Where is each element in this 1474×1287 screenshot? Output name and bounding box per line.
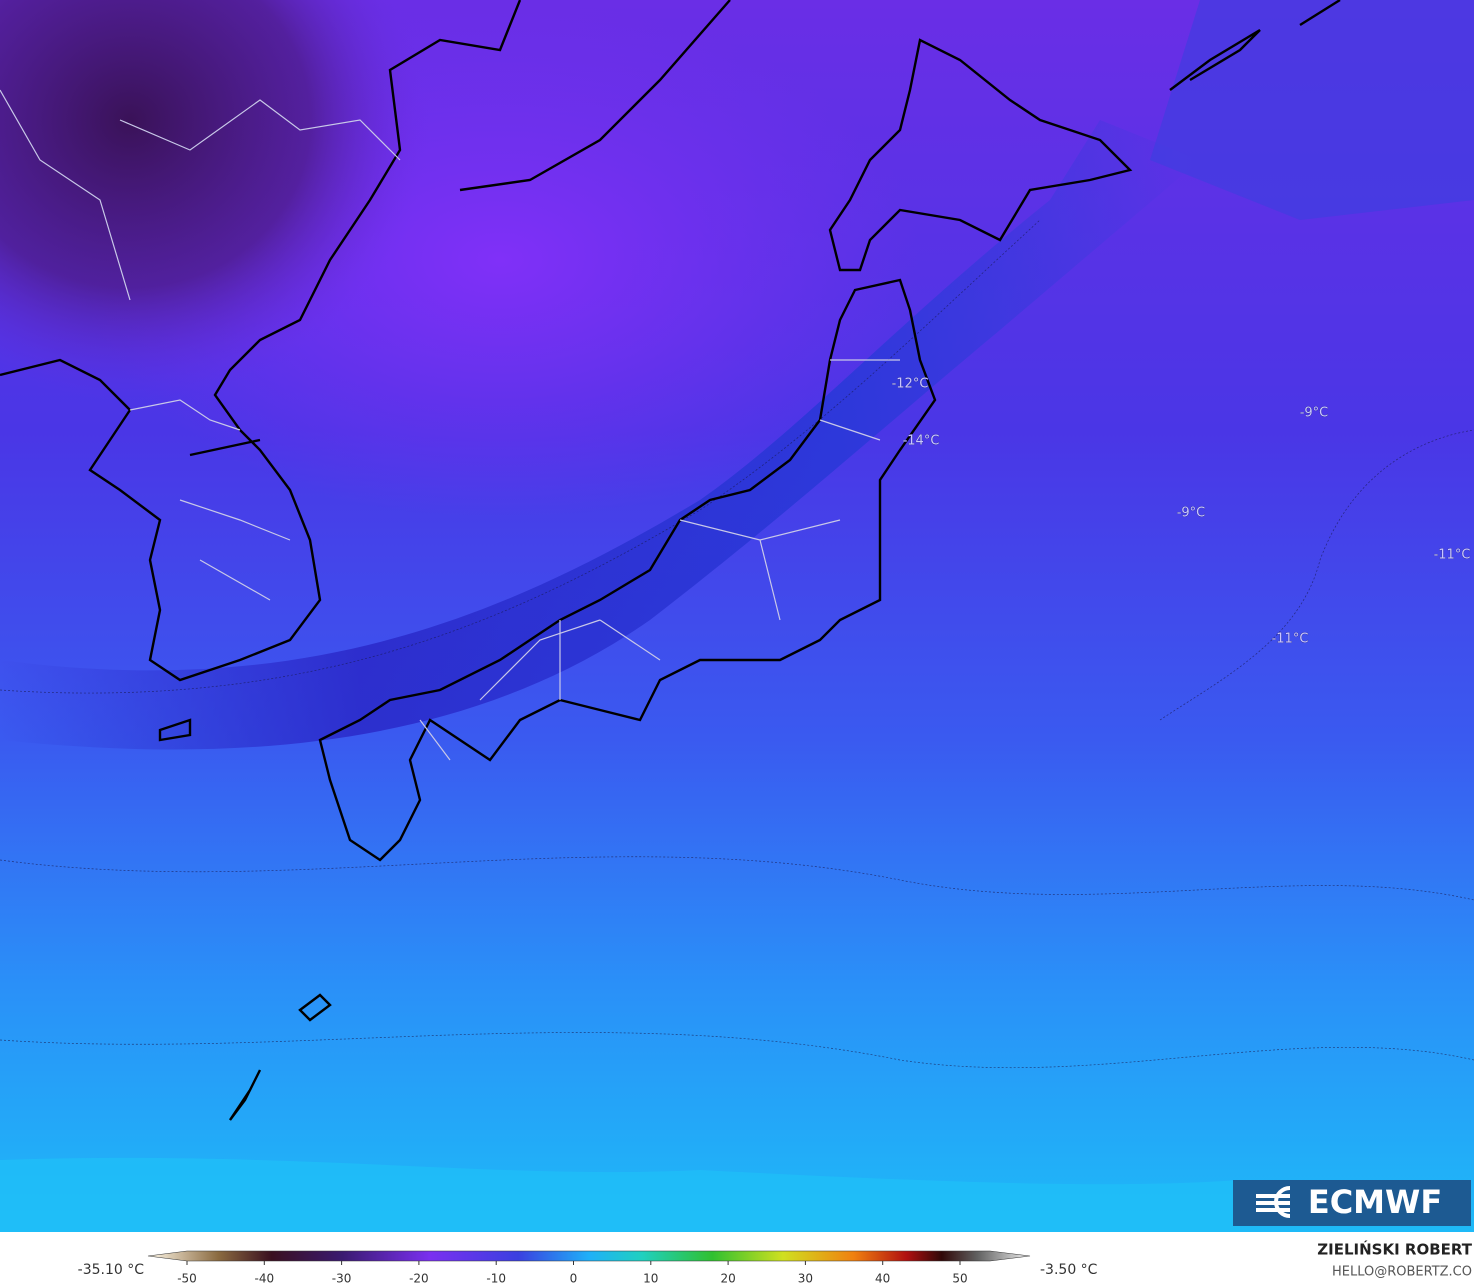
colorbar-area: -50 -40 -30 -20 -10 0 10 20 30 40 50 -35.10 °C -3.… xyxy=(78,1240,1473,1286)
isotherm xyxy=(1159,429,1474,721)
colorbar-tick-label: -10 xyxy=(486,1272,506,1286)
colorbar-max: -3.50 °C xyxy=(1040,1262,1098,1278)
contour-label: -14°C xyxy=(903,434,940,449)
colorbar-tick-label: 40 xyxy=(875,1272,890,1286)
logo-text: ECMWF xyxy=(1308,1183,1442,1221)
colorbar-tick-label: 50 xyxy=(952,1272,967,1286)
field-shade xyxy=(0,120,1200,750)
author: ZIELIŃSKI ROBERT xyxy=(1317,1240,1472,1259)
logo-icon xyxy=(1256,1186,1291,1218)
contact: HELLO@ROBERTZ.CO xyxy=(1332,1265,1472,1280)
colorbar xyxy=(147,1250,1031,1262)
contour-label: -9°C xyxy=(1177,506,1206,521)
contour-label: -12°C xyxy=(892,377,929,392)
colorbar-tick-label: -20 xyxy=(409,1272,429,1286)
isotherm xyxy=(0,1032,1474,1069)
colorbar-tick-label: -30 xyxy=(332,1272,352,1286)
field-shade xyxy=(0,0,430,400)
contour-label: -11°C xyxy=(1434,548,1471,563)
colorbar-tick-label: 30 xyxy=(798,1272,813,1286)
colorbar-min: -35.10 °C xyxy=(78,1262,145,1278)
coastline xyxy=(0,0,1341,1121)
contour-label: -11°C xyxy=(1272,632,1309,647)
colorbar-ticks: -50 -40 -30 -20 -10 0 10 20 30 40 50 xyxy=(177,1261,968,1286)
colorbar-tick-label: -40 xyxy=(254,1272,274,1286)
admin-borders xyxy=(0,89,900,761)
colorbar-tick-label: 20 xyxy=(720,1272,735,1286)
isotherm xyxy=(0,856,1474,901)
colorbar-tick-label: 0 xyxy=(570,1272,578,1286)
colorbar-tick-label: 10 xyxy=(643,1272,658,1286)
contour-label: -9°C xyxy=(1300,406,1329,421)
colorbar-tick-label: -50 xyxy=(177,1272,197,1286)
map: -12°C -14°C -9°C -9°C -11°C -11°C ECMWF xyxy=(0,0,1474,1232)
field-shade xyxy=(0,1157,1240,1232)
